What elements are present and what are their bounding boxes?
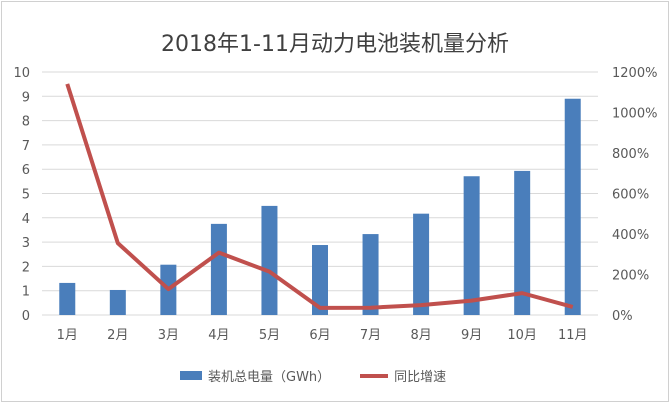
left-axis-tick: 5	[22, 188, 30, 203]
x-axis-tick: 8月	[410, 328, 431, 343]
bar-1月	[59, 282, 76, 315]
left-axis-tick: 0	[22, 309, 30, 324]
left-axis-tick: 6	[22, 163, 30, 178]
bar-4月	[210, 223, 227, 315]
x-axis-tick: 7月	[360, 328, 381, 343]
legend-label-bar: 装机总电量（GWh）	[208, 370, 331, 385]
legend-swatch-bar	[180, 371, 202, 380]
legend: 装机总电量（GWh） 同比增速	[180, 366, 446, 385]
bar-5月	[261, 205, 278, 315]
x-axis-tick: 5月	[259, 328, 280, 343]
bar-8月	[413, 213, 430, 315]
x-axis-tick: 6月	[309, 328, 330, 343]
x-axis-tick: 1月	[57, 328, 78, 343]
left-axis-tick: 8	[22, 115, 30, 130]
legend-swatch-line	[360, 373, 389, 378]
bar-7月	[362, 234, 379, 315]
right-axis-tick: 1000%	[612, 107, 657, 122]
left-axis-tick: 2	[22, 260, 30, 275]
x-axis-tick: 11月	[558, 328, 588, 343]
x-axis-tick: 10月	[507, 328, 537, 343]
left-axis-tick: 7	[22, 139, 30, 154]
left-axis-tick: 10	[13, 66, 30, 81]
left-axis-tick: 3	[22, 236, 30, 251]
right-axis-tick: 200%	[612, 269, 649, 284]
right-axis-tick: 0%	[612, 309, 633, 324]
left-axis-tick: 4	[22, 212, 30, 227]
left-axis-tick: 1	[22, 285, 30, 300]
left-axis-tick: 9	[22, 90, 30, 105]
bar-2月	[109, 289, 126, 315]
legend-label-line: 同比增速	[394, 370, 447, 385]
chart-title: 2018年1-11月动力电池装机量分析	[161, 32, 509, 57]
right-axis-tick: 600%	[612, 188, 649, 203]
bar-11月	[564, 98, 581, 315]
right-axis-tick: 400%	[612, 228, 649, 243]
x-axis-tick: 3月	[158, 328, 179, 343]
bar-10月	[514, 170, 531, 315]
x-axis-tick: 2月	[107, 328, 128, 343]
right-axis-tick: 1200%	[612, 66, 657, 81]
bar-9月	[463, 176, 480, 315]
right-axis-tick: 800%	[612, 147, 649, 162]
bar-6月	[312, 245, 328, 315]
x-axis-tick: 9月	[461, 328, 482, 343]
x-axis-tick: 4月	[208, 328, 229, 343]
